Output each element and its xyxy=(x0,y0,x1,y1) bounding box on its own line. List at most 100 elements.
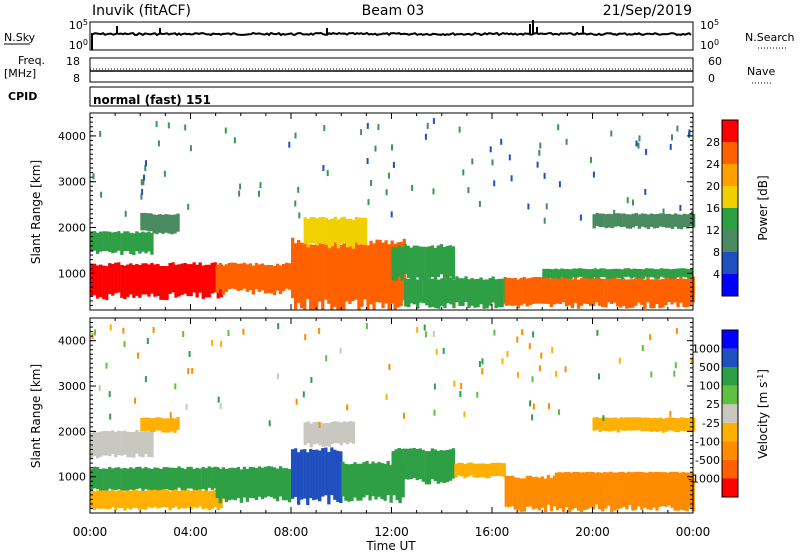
scatter-echo xyxy=(123,341,126,348)
data-cell xyxy=(460,463,464,477)
data-cell xyxy=(174,264,178,298)
scatter-echo xyxy=(545,203,548,210)
scatter-echo xyxy=(182,331,185,337)
data-cell xyxy=(201,265,205,299)
colorbar-segment xyxy=(722,441,738,460)
data-cell xyxy=(348,421,353,443)
scatter-echo xyxy=(385,393,388,400)
data-cell xyxy=(581,472,586,482)
scatter-echo xyxy=(191,367,194,374)
data-cell xyxy=(183,262,187,294)
data-cell xyxy=(616,418,620,433)
data-cell xyxy=(463,463,467,479)
data-cell xyxy=(566,269,570,279)
scatter-echoes xyxy=(92,118,693,224)
data-cell xyxy=(531,277,535,304)
data-cell xyxy=(522,478,526,512)
scatter-echo xyxy=(167,122,170,129)
date-label: 21/Sep/2019 xyxy=(603,3,692,19)
data-cell xyxy=(586,477,590,510)
data-cell xyxy=(448,245,453,277)
data-cell xyxy=(186,490,190,508)
data-cell xyxy=(646,214,651,229)
data-cell xyxy=(534,476,538,509)
scatter-echo xyxy=(590,156,592,163)
data-cell xyxy=(687,269,691,279)
data-cell xyxy=(613,276,617,303)
data-cell xyxy=(135,231,139,252)
data-cell xyxy=(475,463,479,478)
data-cell xyxy=(242,466,247,498)
data-cell xyxy=(652,476,656,508)
data-cell xyxy=(655,214,660,228)
data-cell xyxy=(156,490,160,509)
data-cell xyxy=(135,490,139,508)
data-cell xyxy=(663,472,667,482)
data-cell xyxy=(321,217,325,244)
data-cell xyxy=(278,265,283,295)
data-cell xyxy=(99,264,103,298)
data-cell xyxy=(348,218,353,247)
data-cell xyxy=(610,417,614,432)
data-cell xyxy=(634,477,638,510)
data-cell xyxy=(300,449,304,500)
data-cell xyxy=(309,244,313,310)
scatter-echo xyxy=(531,376,534,383)
scatter-echo xyxy=(598,373,600,380)
data-cell xyxy=(300,242,304,309)
data-cell xyxy=(312,244,316,310)
data-cell xyxy=(186,466,190,489)
scatter-echo xyxy=(602,415,605,422)
data-cell xyxy=(418,448,422,480)
data-cell xyxy=(363,238,367,300)
data-cell xyxy=(165,266,169,301)
data-cell xyxy=(120,490,124,508)
data-cell xyxy=(111,232,115,254)
data-band xyxy=(592,417,696,433)
data-cell xyxy=(591,472,595,481)
data-cell xyxy=(173,418,177,433)
data-cell xyxy=(570,477,575,510)
data-cell xyxy=(572,471,577,481)
scatter-echo xyxy=(392,161,395,168)
y-tick-label: 1000 xyxy=(58,471,86,484)
data-cell xyxy=(339,245,343,310)
scatter-echo xyxy=(144,376,147,383)
colorbar-tick-label: 12 xyxy=(706,224,720,237)
data-cell xyxy=(519,277,523,306)
data-cell xyxy=(647,268,652,278)
data-cell xyxy=(604,214,608,229)
scatter-echo xyxy=(295,398,298,405)
scatter-echo xyxy=(539,142,542,149)
data-cell xyxy=(619,476,623,509)
data-cell xyxy=(159,469,163,494)
data-cell xyxy=(516,279,520,309)
data-cell xyxy=(263,265,268,294)
scatter-echo xyxy=(435,348,438,355)
scatter-echo xyxy=(557,124,560,131)
y-tick-label: 3000 xyxy=(58,176,86,189)
data-cell xyxy=(341,461,345,497)
data-band xyxy=(140,417,180,433)
scatter-echo xyxy=(163,170,166,177)
data-band xyxy=(542,268,694,279)
data-cell xyxy=(448,449,453,481)
data-cell xyxy=(581,268,585,278)
data-cell xyxy=(269,265,274,294)
scatter-echo xyxy=(298,212,301,219)
data-cell xyxy=(230,262,234,289)
data-cell xyxy=(555,477,560,511)
data-cell xyxy=(204,468,208,492)
data-cell xyxy=(351,219,356,249)
data-cell xyxy=(102,468,106,492)
data-cell xyxy=(482,279,486,309)
data-cell xyxy=(575,472,580,481)
scatter-echo xyxy=(564,366,567,373)
data-cell xyxy=(189,490,193,510)
scatter-echo xyxy=(555,370,558,377)
data-cell xyxy=(245,468,250,502)
data-cell xyxy=(102,431,106,456)
data-cell xyxy=(652,279,656,309)
scatter-echo xyxy=(108,391,111,398)
data-cell xyxy=(670,277,674,305)
